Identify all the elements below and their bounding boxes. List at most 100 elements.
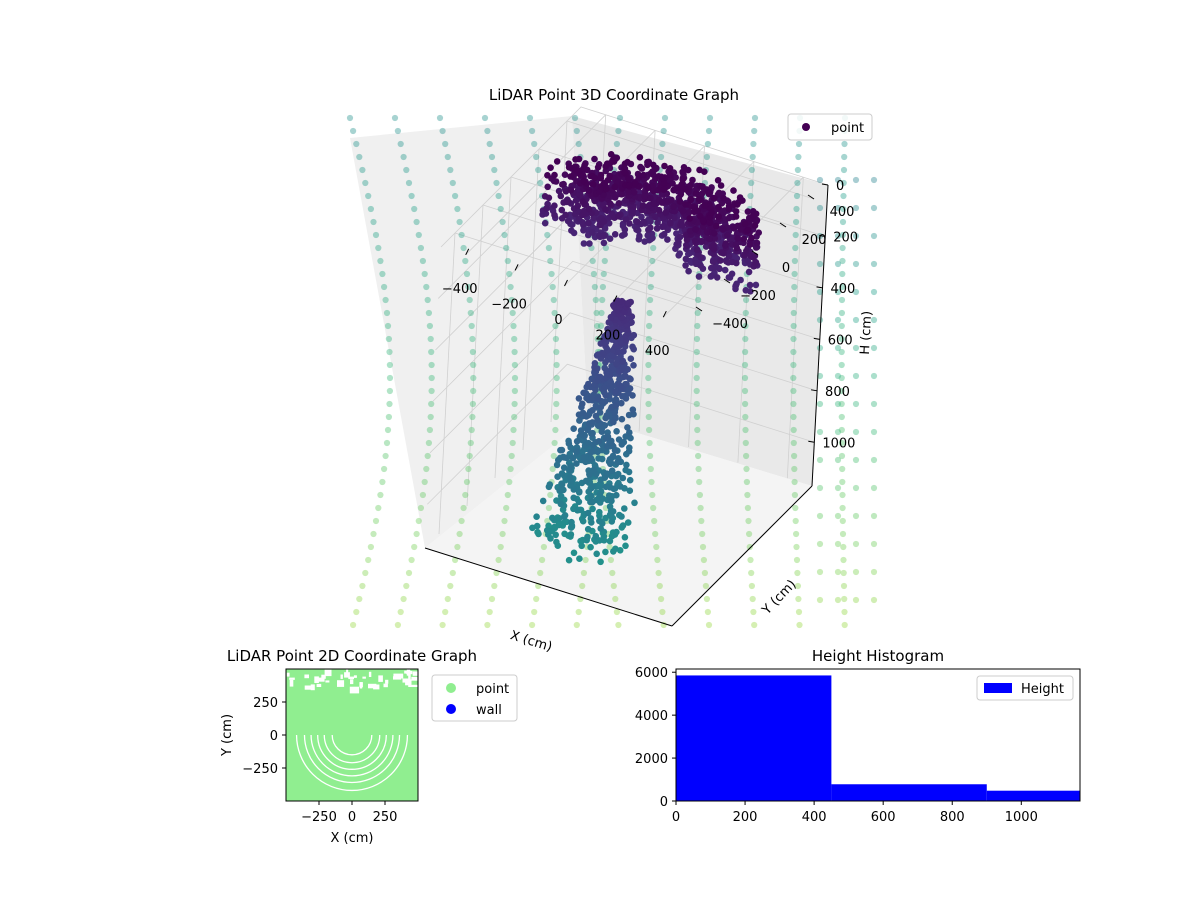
wall-ring-dot (481, 114, 489, 122)
data-point (612, 396, 620, 404)
y-tick-mark-3d (723, 278, 731, 284)
y-tick-label-2d: −250 (242, 762, 278, 777)
data-point (589, 181, 597, 188)
grid-line-z (440, 106, 829, 248)
wall-ring-dot (415, 517, 422, 525)
wall-ring-dot (394, 127, 401, 135)
ticks-2d: −250 −250 0 0 250 250 (242, 696, 397, 825)
wall-ring-dot (839, 504, 846, 512)
data-point (579, 517, 587, 525)
wall-ring-dot (646, 309, 653, 317)
data-point (621, 169, 628, 176)
data-point (565, 164, 573, 171)
data-point (568, 227, 575, 234)
wall-ring-dot (499, 530, 506, 538)
data-point (596, 491, 604, 498)
data-point (644, 158, 651, 166)
hist-x-tick-label: 600 (871, 810, 896, 825)
wall-ring-dot (743, 452, 750, 460)
data-point (701, 202, 708, 209)
wall-rings-2d (286, 669, 420, 792)
wall-ring-dot (590, 270, 598, 278)
wall-ring-dot (372, 231, 380, 239)
data-point (615, 213, 622, 220)
data-point (585, 219, 592, 227)
data-point (667, 220, 674, 227)
wall-ring-dot (449, 569, 456, 577)
legend-2d-marker-wall (446, 704, 456, 714)
wall-ring-dot (791, 465, 798, 473)
wall-ring-dot (417, 244, 424, 252)
wall-ring-dot (839, 530, 847, 538)
wall-ring-dot (386, 348, 393, 356)
wall-ring-dot (454, 543, 461, 551)
wall-ring-dot (509, 439, 516, 447)
wall-ring-dot (648, 478, 655, 486)
wall-ring-dot (834, 316, 842, 324)
wall-ring-dot (377, 491, 384, 499)
wall-ring-dot (655, 569, 662, 577)
wall-ring-dot (791, 478, 798, 486)
z-tick-mark-3d (816, 286, 823, 289)
data-point (699, 217, 707, 224)
data-point (601, 179, 609, 187)
wall-ring-dot (508, 296, 515, 304)
legend-3d: point (787, 113, 873, 141)
wall-ring-dot (470, 387, 477, 395)
wall-ring-dot (551, 439, 558, 447)
wall-ring-dot (840, 582, 848, 590)
wall-ring-dot (600, 270, 607, 278)
wall-ring-dot (425, 439, 432, 447)
data-point (618, 441, 626, 448)
wall-ring-dot (537, 179, 544, 187)
wall-ring-dot (792, 517, 799, 525)
wall-ring-dot (550, 296, 557, 304)
wall-ring-dot (834, 484, 842, 492)
wall-ring-dot (491, 166, 498, 174)
hist-y-tick-label: 6000 (635, 666, 668, 681)
wall-ring-dot (840, 569, 847, 577)
wall-ring-dot (646, 322, 653, 330)
data-point (594, 395, 602, 403)
data-point (621, 505, 628, 512)
wall-ring-dot (695, 452, 702, 460)
wall-ring-dot (426, 322, 433, 330)
data-point (551, 171, 558, 179)
wall-ring-dot (610, 582, 617, 590)
grid-line-y-wall (522, 148, 540, 451)
data-point (603, 369, 610, 377)
wall-ring-dot (356, 595, 363, 603)
wall-ring-dot (852, 428, 860, 436)
hist-y-tick-label: 2000 (635, 752, 668, 767)
wall-ring-dot (816, 204, 824, 212)
wall-ring-dot (544, 231, 551, 239)
wall-ring-dot (838, 374, 845, 382)
wall-ring-dot (742, 348, 749, 356)
wall-ring-dot (839, 231, 846, 239)
wall-ring-dot (424, 296, 431, 304)
wall-ring-dot (838, 322, 845, 330)
legend-3d-marker-point (802, 123, 810, 131)
wall-ring-dot (748, 166, 756, 174)
wall-ring-dot (497, 205, 504, 213)
wall-ring-dot (645, 361, 652, 369)
data-point (606, 503, 614, 510)
data-point (677, 182, 685, 190)
wall-ring-dot (647, 296, 654, 304)
data-point (589, 223, 596, 231)
wall-ring-dot (552, 335, 560, 343)
data-point (733, 259, 740, 267)
wall-ring-dot (501, 231, 508, 239)
wall-ring-dot (365, 192, 372, 200)
data-point (720, 194, 727, 202)
data-point (722, 240, 730, 247)
data-point (601, 341, 609, 348)
wall-ring-dot (870, 400, 878, 408)
data-point (591, 360, 599, 367)
wall-ring-dot (841, 595, 848, 603)
wall-ring-dot (612, 595, 619, 603)
wall-ring-dot (841, 153, 848, 161)
empty-region (393, 676, 402, 680)
wall-ring-dot (488, 595, 496, 603)
data-point (618, 297, 626, 305)
